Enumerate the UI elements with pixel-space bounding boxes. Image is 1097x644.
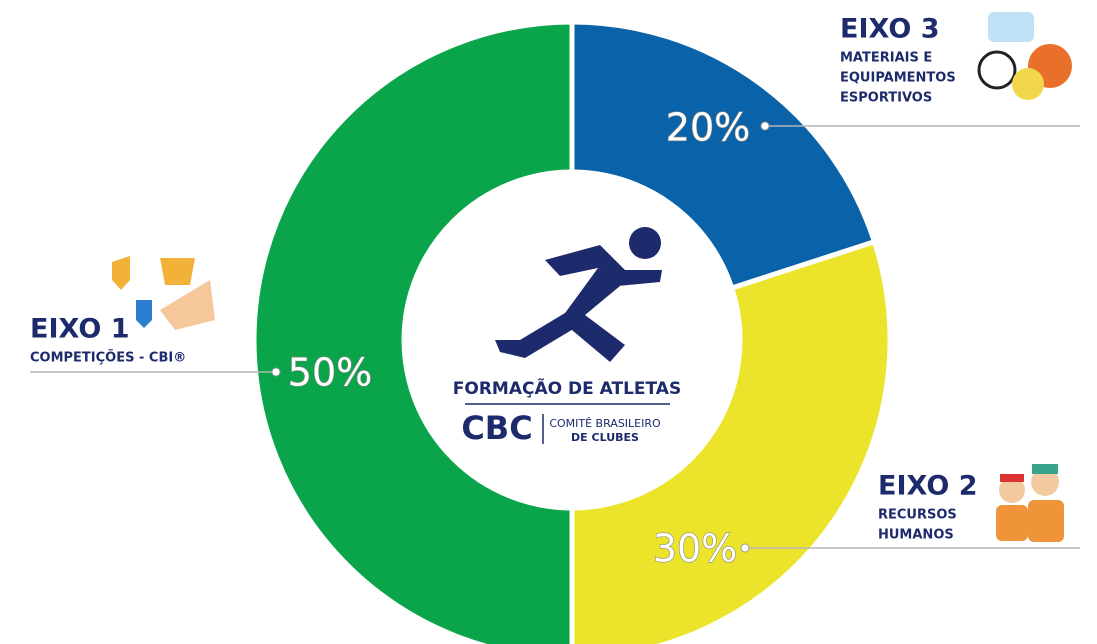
- legend-title: EIXO 3: [840, 14, 939, 45]
- legend-description: ESPORTIVOS: [840, 91, 932, 106]
- icon-equipment: [979, 12, 1072, 100]
- legend-description: COMPETIÇÕES - CBI®: [30, 350, 186, 366]
- value-label: 50%: [288, 351, 372, 395]
- legend-description: RECURSOS: [878, 508, 957, 523]
- runner-logo: [495, 227, 662, 362]
- legend-title: EIXO 2: [878, 471, 977, 502]
- donut-segment: [254, 22, 572, 644]
- legend-description: HUMANOS: [878, 528, 954, 543]
- legend-description: EQUIPAMENTOS: [840, 71, 956, 86]
- leader-dot: [272, 368, 280, 376]
- value-label: 20%: [666, 106, 750, 150]
- value-label: 30%: [653, 527, 737, 571]
- org-name: DE CLUBES: [571, 431, 639, 444]
- icon-people: [996, 464, 1064, 542]
- leader-dot: [761, 122, 769, 130]
- chart: FORMAÇÃO DE ATLETAS CBC COMITÊ BRASILEIR…: [0, 0, 1097, 644]
- org-name: COMITÊ BRASILEIRO: [549, 417, 661, 430]
- donut-segment: [572, 22, 874, 288]
- logo: CBC: [461, 409, 532, 447]
- leader-dot: [741, 544, 749, 552]
- center-title: FORMAÇÃO DE ATLETAS: [453, 376, 681, 399]
- legend-title: EIXO 1: [30, 314, 129, 345]
- legend-description: MATERIAIS E: [840, 51, 932, 66]
